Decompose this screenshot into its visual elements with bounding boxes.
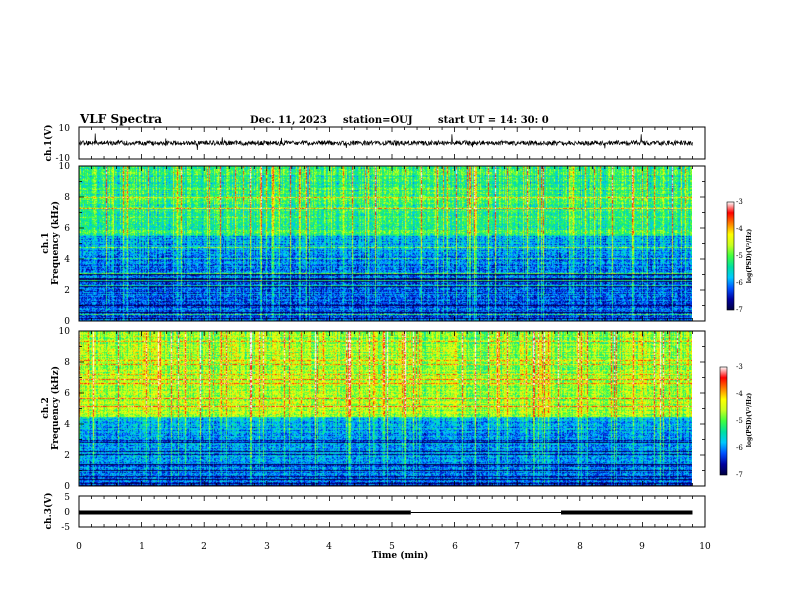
ch2-ytick-6: 6 bbox=[64, 389, 70, 399]
xtick-8: 8 bbox=[577, 542, 583, 552]
ch3-ytick-0: 0 bbox=[64, 508, 70, 518]
ch1-colorbar-gradient bbox=[726, 201, 735, 311]
start-time-label: start UT = 14: 30: 0 bbox=[438, 115, 549, 126]
ch1-ytick-bottom: -10 bbox=[56, 154, 71, 164]
ch1-colorbar: -3 -4 -5 -6 -7 log(PSD)(V²/Hz) bbox=[726, 198, 753, 314]
ch1-waveform-ylabel: ch.1(V) bbox=[43, 125, 54, 162]
ch1-ytick-6: 6 bbox=[64, 224, 70, 234]
ch1-ytick-0: 0 bbox=[64, 317, 70, 327]
ch2-colorbar-gradient bbox=[719, 366, 728, 476]
ch2-colorbar-tick-m7: -7 bbox=[736, 471, 743, 479]
xtick-9: 9 bbox=[639, 542, 645, 552]
ch2-ytick-2: 2 bbox=[64, 451, 70, 461]
ch1-ytick-2: 2 bbox=[64, 286, 70, 296]
ch1-spectrogram-heatmap bbox=[79, 166, 692, 321]
xtick-7: 7 bbox=[514, 542, 520, 552]
ch2-spectrogram-image bbox=[79, 331, 692, 486]
ch1-ytick-4: 4 bbox=[64, 255, 70, 265]
xtick-4: 4 bbox=[326, 542, 332, 552]
ch2-spectrogram-panel: 0 2 4 6 8 10 ch.2 Frequency (kHz) -3 -4 … bbox=[41, 327, 753, 492]
ch1-waveform-trace bbox=[78, 133, 693, 151]
ch1-spectrogram-image bbox=[79, 166, 692, 321]
ch1-waveform-panel: 10 -10 ch.1(V) bbox=[43, 124, 706, 164]
ch3-ytick-m5: -5 bbox=[61, 523, 70, 533]
xtick-6: 6 bbox=[452, 542, 458, 552]
xtick-5: 5 bbox=[389, 542, 395, 552]
ch2-spectrogram-heatmap bbox=[79, 331, 692, 486]
ch2-ytick-0: 0 bbox=[64, 482, 70, 492]
ch2-colorbar-tick-m4: -4 bbox=[736, 390, 743, 398]
axis-tick-marks bbox=[78, 127, 706, 527]
xtick-3: 3 bbox=[264, 542, 270, 552]
xtick-10: 10 bbox=[699, 542, 711, 552]
ch2-ytick-8: 8 bbox=[64, 358, 70, 368]
ch1-colorbar-tick-m7: -7 bbox=[736, 306, 743, 314]
ch1-ytick-8: 8 bbox=[64, 193, 70, 203]
ch1-ytick-10: 10 bbox=[59, 162, 71, 172]
ch1-colorbar-tick-m5: -5 bbox=[736, 252, 743, 260]
ch1-spectrogram-panel: 0 2 4 6 8 10 ch.1 Frequency (kHz) -3 -4 … bbox=[41, 162, 753, 327]
xtick-0: 0 bbox=[76, 542, 82, 552]
ch1-waveform-line bbox=[78, 133, 693, 151]
ch2-colorbar-tick-m6: -6 bbox=[736, 444, 743, 452]
ch2-ytick-4: 4 bbox=[64, 420, 70, 430]
x-axis-label: Time (min) bbox=[372, 550, 429, 561]
figure-title: VLF Spectra bbox=[79, 112, 162, 126]
ch3-signal-ylabel: ch.3(V) bbox=[43, 493, 54, 530]
date-label: Dec. 11, 2023 bbox=[250, 115, 327, 126]
ch3-signal-panel: 5 0 -5 ch.3(V) bbox=[43, 493, 706, 533]
ch2-channel-label: ch.2 bbox=[41, 397, 51, 418]
ch2-frequency-ylabel: Frequency (kHz) bbox=[50, 366, 61, 450]
ch1-channel-label: ch.1 bbox=[41, 232, 51, 253]
xtick-1: 1 bbox=[139, 542, 145, 552]
ch1-colorbar-label: log(PSD)(V²/Hz) bbox=[746, 229, 753, 284]
ch2-ytick-10: 10 bbox=[59, 327, 71, 337]
ch2-colorbar-tick-m5: -5 bbox=[736, 417, 743, 425]
ch3-ytick-5: 5 bbox=[64, 493, 70, 503]
ch2-colorbar: -3 -4 -5 -6 -7 log(PSD)(V²/Hz) bbox=[719, 363, 753, 479]
station-label: station=OUJ bbox=[343, 115, 413, 126]
ch1-colorbar-tick-m6: -6 bbox=[736, 279, 743, 287]
ch1-colorbar-tick-m4: -4 bbox=[736, 225, 743, 233]
ch1-frequency-ylabel: Frequency (kHz) bbox=[50, 201, 61, 285]
ch1-spectrogram-yticks: 0 2 4 6 8 10 bbox=[59, 162, 71, 327]
ch2-colorbar-label: log(PSD)(V²/Hz) bbox=[746, 393, 753, 448]
ch2-spectrogram-yticks: 0 2 4 6 8 10 bbox=[59, 327, 71, 492]
xtick-2: 2 bbox=[201, 542, 207, 552]
ch1-ytick-top: 10 bbox=[59, 124, 71, 134]
ch2-colorbar-tick-m3: -3 bbox=[736, 363, 743, 371]
x-axis-tick-labels: 0 1 2 3 4 5 6 7 8 9 10 bbox=[76, 542, 711, 552]
ch1-colorbar-tick-m3: -3 bbox=[736, 198, 743, 206]
